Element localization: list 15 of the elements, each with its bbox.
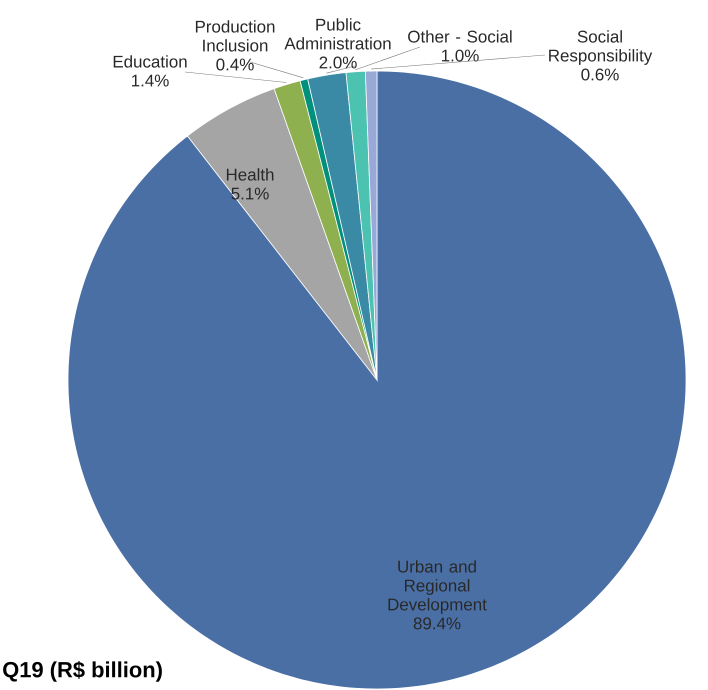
data-label: 2.0% [320, 56, 357, 68]
data-label: 0.4% [216, 58, 254, 70]
slice-label: Other - Social [408, 30, 512, 43]
text: Q19 (R$ billion) [3, 660, 162, 682]
data-label: 1.4% [132, 74, 169, 86]
slice-label: Health [226, 168, 274, 181]
slice-label: Education [114, 55, 187, 68]
slice-label: Urban and Regional Development [388, 560, 487, 614]
data-label: 1.0% [442, 50, 479, 62]
slice-label: Production Inclusion [196, 20, 274, 52]
data-label: 5.1% [231, 188, 269, 200]
slice-label: Social Responsibility [549, 30, 652, 65]
slice-label: Public Administration [284, 18, 391, 50]
data-label: 89.4% [414, 617, 460, 630]
data-label: 0.6% [581, 68, 619, 80]
